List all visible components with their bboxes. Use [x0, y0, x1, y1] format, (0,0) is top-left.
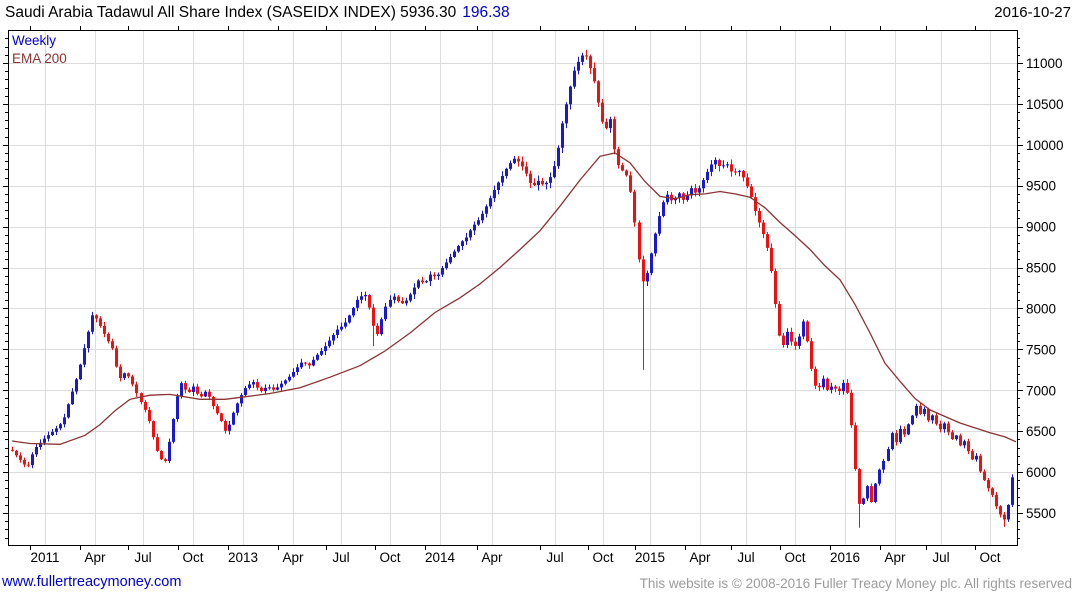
x-tick-labels: 2011 Apr Jul Oct 2013 Apr Jul Oct 2014 Apr Jul Oct 2…	[30, 550, 1000, 565]
svg-text:Oct: Oct	[379, 550, 400, 565]
svg-text:2016: 2016	[830, 550, 860, 565]
candlestick-series	[11, 49, 1014, 528]
svg-text:Apr: Apr	[481, 550, 503, 565]
svg-text:2014: 2014	[425, 550, 456, 565]
svg-text:7500: 7500	[1026, 342, 1056, 357]
svg-text:Apr: Apr	[689, 550, 711, 565]
svg-text:8000: 8000	[1026, 301, 1056, 316]
svg-text:Jul: Jul	[737, 550, 754, 565]
svg-text:Oct: Oct	[592, 550, 613, 565]
svg-text:Apr: Apr	[884, 550, 906, 565]
svg-text:Jul: Jul	[932, 550, 949, 565]
svg-text:11000: 11000	[1026, 56, 1063, 71]
svg-text:7000: 7000	[1026, 383, 1056, 398]
page-title: Saudi Arabia Tadawul All Share Index (SA…	[5, 4, 510, 22]
legend-ema: EMA 200	[12, 51, 67, 66]
ema-line	[11, 152, 1017, 445]
svg-text:9000: 9000	[1026, 220, 1056, 235]
svg-text:6500: 6500	[1026, 424, 1056, 439]
svg-text:10500: 10500	[1026, 97, 1064, 112]
svg-text:Oct: Oct	[784, 550, 805, 565]
svg-text:Oct: Oct	[979, 550, 1000, 565]
legend-timeframe: Weekly	[12, 33, 57, 48]
instrument-title: Saudi Arabia Tadawul All Share Index (SA…	[5, 4, 457, 21]
y-tick-labels: 5500 6000 6500 7000 7500 8000 8500 9000 9500 1000…	[1026, 56, 1064, 521]
date-label: 2016-10-27	[994, 4, 1071, 21]
svg-text:8500: 8500	[1026, 261, 1056, 276]
svg-text:2011: 2011	[30, 550, 59, 565]
svg-text:9500: 9500	[1026, 179, 1056, 194]
svg-text:Apr: Apr	[282, 550, 304, 565]
grid-layer	[8, 30, 1017, 545]
svg-text:Jul: Jul	[546, 550, 563, 565]
price-change: 196.38	[462, 4, 510, 21]
svg-text:Apr: Apr	[84, 550, 106, 565]
website-link[interactable]: www.fullertreacymoney.com	[2, 574, 182, 590]
svg-text:Jul: Jul	[332, 550, 349, 565]
axis-frame	[3, 26, 1023, 550]
svg-text:Jul: Jul	[134, 550, 151, 565]
svg-text:6000: 6000	[1026, 465, 1056, 480]
svg-text:5500: 5500	[1026, 506, 1056, 521]
copyright-text: This website is © 2008-2016 Fuller Treac…	[639, 576, 1072, 591]
svg-text:2015: 2015	[635, 550, 665, 565]
svg-text:2013: 2013	[228, 550, 258, 565]
svg-text:Oct: Oct	[182, 550, 203, 565]
svg-text:10000: 10000	[1026, 138, 1064, 153]
